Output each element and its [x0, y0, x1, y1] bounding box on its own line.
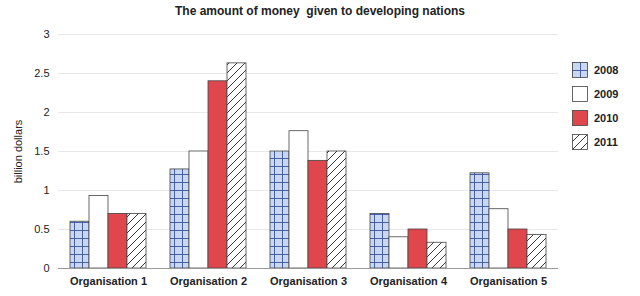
svg-text:Organisation 3: Organisation 3: [270, 275, 347, 287]
html-text:2009: 2009: [594, 88, 619, 100]
svg-text:Organisation 2: Organisation 2: [170, 275, 247, 287]
svg-text:2.5: 2.5: [34, 67, 49, 79]
svg-text:2: 2: [43, 106, 49, 118]
html-text:The amount of money given to d: The amount of money given to developing …: [175, 4, 465, 18]
html-text:2008: 2008: [594, 64, 619, 76]
html-text:2011: 2011: [594, 136, 618, 148]
svg-text:Organisation 4: Organisation 4: [370, 275, 448, 287]
svg-text:1: 1: [43, 184, 49, 196]
svg-text:3: 3: [43, 28, 49, 40]
svg-text:1.5: 1.5: [34, 145, 49, 157]
svg-text:0.5: 0.5: [34, 223, 49, 235]
svg-text:Organisation 1: Organisation 1: [70, 275, 147, 287]
html-text:2010: 2010: [594, 112, 619, 124]
svg-text:billion dollars: billion dollars: [12, 119, 24, 183]
svg-text:Organisation 5: Organisation 5: [470, 275, 547, 287]
svg-text:0: 0: [43, 262, 49, 274]
